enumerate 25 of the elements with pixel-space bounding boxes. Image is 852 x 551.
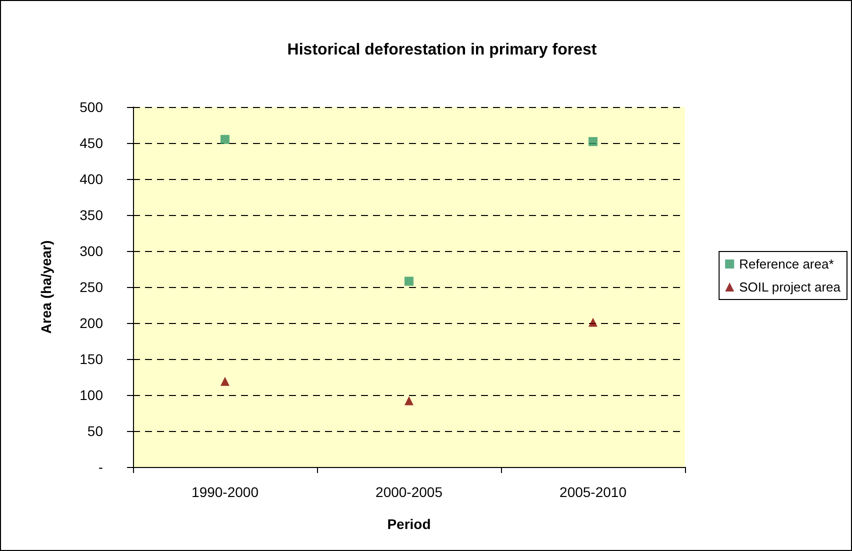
y-tick-label: 200 bbox=[80, 315, 104, 331]
x-axis-title: Period bbox=[387, 516, 431, 532]
x-tick-label: 1990-2000 bbox=[192, 484, 259, 500]
x-tick-label: 2005-2010 bbox=[560, 484, 627, 500]
legend-label: SOIL project area bbox=[739, 280, 842, 294]
y-tick-label: 300 bbox=[80, 243, 104, 259]
y-tick-label: - bbox=[98, 459, 104, 475]
y-axis-title: Area (ha/year) bbox=[38, 240, 54, 334]
chart-title: Historical deforestation in primary forest bbox=[287, 42, 598, 58]
legend-label: Reference area* bbox=[739, 256, 834, 272]
y-tick-label: 100 bbox=[80, 387, 104, 403]
y-tick-label: 350 bbox=[80, 207, 104, 223]
point bbox=[220, 134, 230, 144]
y-tick-label: 150 bbox=[80, 351, 104, 367]
y-tick-label: 450 bbox=[80, 135, 104, 151]
y-tick-label: 400 bbox=[80, 171, 104, 187]
y-tick-label: 50 bbox=[87, 423, 104, 439]
point bbox=[220, 376, 230, 386]
point bbox=[404, 396, 414, 406]
point bbox=[588, 137, 598, 146]
point bbox=[588, 318, 598, 327]
y-tick-label: 250 bbox=[80, 279, 104, 295]
y-tick-label: 500 bbox=[80, 99, 104, 115]
x-tick-label: 2000-2005 bbox=[376, 484, 443, 500]
point bbox=[404, 276, 414, 286]
